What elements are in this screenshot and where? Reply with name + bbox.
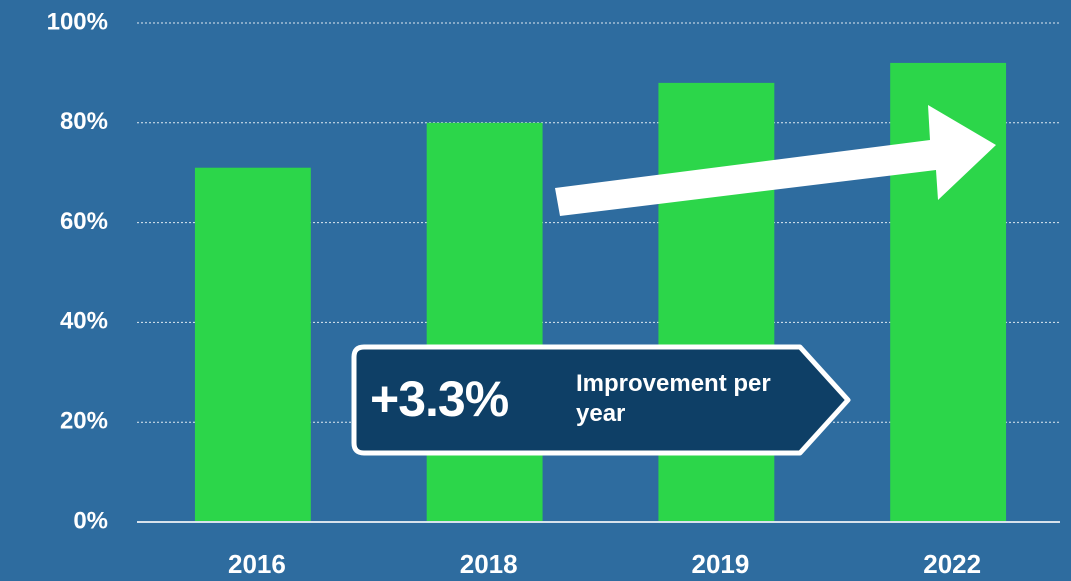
y-tick-label: 20%	[60, 408, 108, 435]
callout-text: Improvement per year	[576, 370, 771, 427]
x-tick-label: 2019	[692, 549, 750, 579]
bar	[658, 82, 775, 522]
y-tick-label: 80%	[60, 108, 108, 135]
x-tick-label: 2018	[460, 549, 518, 579]
callout-value: +3.3%	[370, 371, 509, 427]
x-tick-label: 2022	[923, 549, 981, 579]
bar	[890, 62, 1007, 523]
bar	[194, 167, 311, 522]
y-tick-label: 100%	[47, 8, 108, 35]
bar	[426, 122, 543, 523]
y-tick-label: 60%	[60, 208, 108, 235]
y-tick-label: 40%	[60, 308, 108, 335]
x-tick-label: 2016	[228, 549, 286, 579]
y-tick-label: 0%	[73, 507, 108, 534]
